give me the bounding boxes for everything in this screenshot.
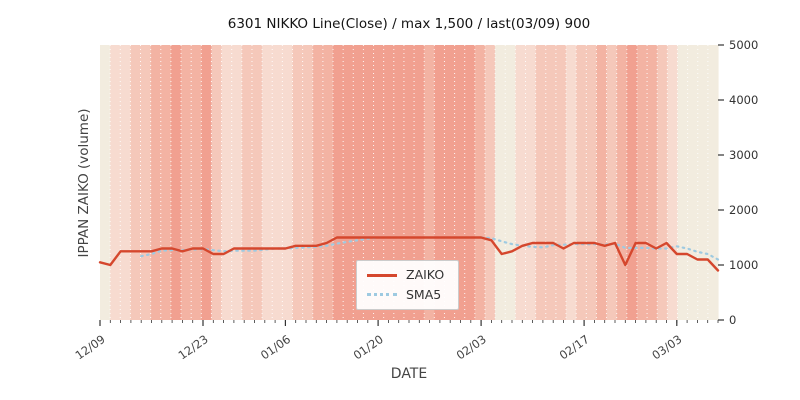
day-band bbox=[302, 45, 314, 320]
day-band bbox=[707, 45, 719, 320]
day-band bbox=[525, 45, 537, 320]
day-band bbox=[576, 45, 587, 320]
day-band bbox=[160, 45, 172, 320]
day-band bbox=[687, 45, 699, 320]
day-band bbox=[312, 45, 324, 320]
day-band bbox=[424, 45, 435, 320]
day-band bbox=[647, 45, 658, 320]
sma5-line-sample bbox=[367, 293, 397, 297]
legend-label-sma5: SMA5 bbox=[406, 286, 442, 302]
day-band bbox=[150, 45, 162, 320]
day-band bbox=[282, 45, 294, 320]
day-band bbox=[322, 45, 334, 320]
day-band bbox=[697, 45, 709, 320]
day-band bbox=[343, 45, 354, 320]
x-tick-label: 02/03 bbox=[454, 332, 489, 362]
zaiko-line bbox=[98, 236, 720, 272]
x-axis-label: DATE bbox=[390, 366, 428, 382]
day-band bbox=[505, 45, 516, 320]
day-band bbox=[606, 45, 618, 320]
day-band bbox=[262, 45, 273, 320]
x-axis-ticks: 12/09 12/23 01/06 01/20 02/03 02/17 03/03 bbox=[73, 320, 685, 362]
day-band bbox=[211, 45, 223, 320]
day-band bbox=[393, 45, 405, 320]
legend-item-zaiko: ZAIKO bbox=[367, 267, 445, 282]
day-bands bbox=[100, 45, 719, 320]
day-band bbox=[495, 45, 506, 320]
y-tick-label: 3000 bbox=[729, 148, 758, 162]
day-band bbox=[191, 45, 202, 320]
x-axis-minor-ticks bbox=[99, 320, 719, 323]
day-band bbox=[484, 45, 496, 320]
day-band bbox=[586, 45, 598, 320]
day-band bbox=[454, 45, 466, 320]
day-band bbox=[333, 45, 344, 320]
day-band bbox=[353, 45, 365, 320]
day-band bbox=[555, 45, 567, 320]
day-band bbox=[130, 45, 142, 320]
day-band bbox=[140, 45, 152, 320]
legend: ZAIKO SMA5 bbox=[356, 260, 460, 310]
day-band bbox=[120, 45, 131, 320]
day-band bbox=[292, 45, 304, 320]
day-band bbox=[616, 45, 628, 320]
day-band bbox=[636, 45, 648, 320]
y-axis-ticks: 0 1000 2000 3000 4000 5000 bbox=[718, 38, 758, 327]
day-band bbox=[545, 45, 557, 320]
y-tick-label: 5000 bbox=[729, 38, 758, 52]
day-band bbox=[414, 45, 425, 320]
day-band bbox=[566, 45, 577, 320]
y-tick-label: 2000 bbox=[729, 203, 758, 217]
legend-label-zaiko: ZAIKO bbox=[406, 267, 445, 282]
y-tick-label: 0 bbox=[729, 313, 736, 327]
day-band bbox=[403, 45, 415, 320]
y-tick-label: 4000 bbox=[729, 93, 758, 107]
day-band bbox=[515, 45, 527, 320]
day-band bbox=[241, 45, 253, 320]
x-tick-label: 12/09 bbox=[73, 332, 108, 362]
day-band bbox=[596, 45, 608, 320]
day-band bbox=[181, 45, 192, 320]
day-band bbox=[383, 45, 395, 320]
day-band bbox=[231, 45, 243, 320]
zaiko-line-sample bbox=[367, 273, 397, 277]
day-band bbox=[373, 45, 385, 320]
day-band bbox=[535, 45, 547, 320]
day-band bbox=[110, 45, 121, 320]
day-band bbox=[657, 45, 668, 320]
day-band bbox=[677, 45, 689, 320]
day-band bbox=[170, 45, 182, 320]
day-band bbox=[363, 45, 375, 320]
day-band bbox=[251, 45, 263, 320]
day-band bbox=[474, 45, 486, 320]
x-tick-label: 01/06 bbox=[258, 332, 293, 362]
day-band bbox=[100, 45, 111, 320]
day-band bbox=[272, 45, 283, 320]
x-tick-label: 01/20 bbox=[351, 332, 386, 362]
y-tick-label: 1000 bbox=[729, 258, 758, 272]
day-band bbox=[221, 45, 233, 320]
y-axis-label: IPPAN ZAIKO (volume) bbox=[76, 108, 92, 258]
x-tick-label: 03/03 bbox=[649, 332, 684, 362]
day-band bbox=[464, 45, 476, 320]
day-band bbox=[667, 45, 679, 320]
day-band bbox=[434, 45, 446, 320]
day-band bbox=[201, 45, 213, 320]
legend-item-sma5: SMA5 bbox=[367, 286, 444, 302]
x-tick-label: 12/23 bbox=[176, 332, 211, 362]
x-tick-label: 02/17 bbox=[557, 332, 592, 362]
day-band bbox=[626, 45, 638, 320]
chart-title: 6301 NIKKO Line(Close) / max 1,500 / las… bbox=[227, 16, 591, 32]
day-band bbox=[444, 45, 456, 320]
